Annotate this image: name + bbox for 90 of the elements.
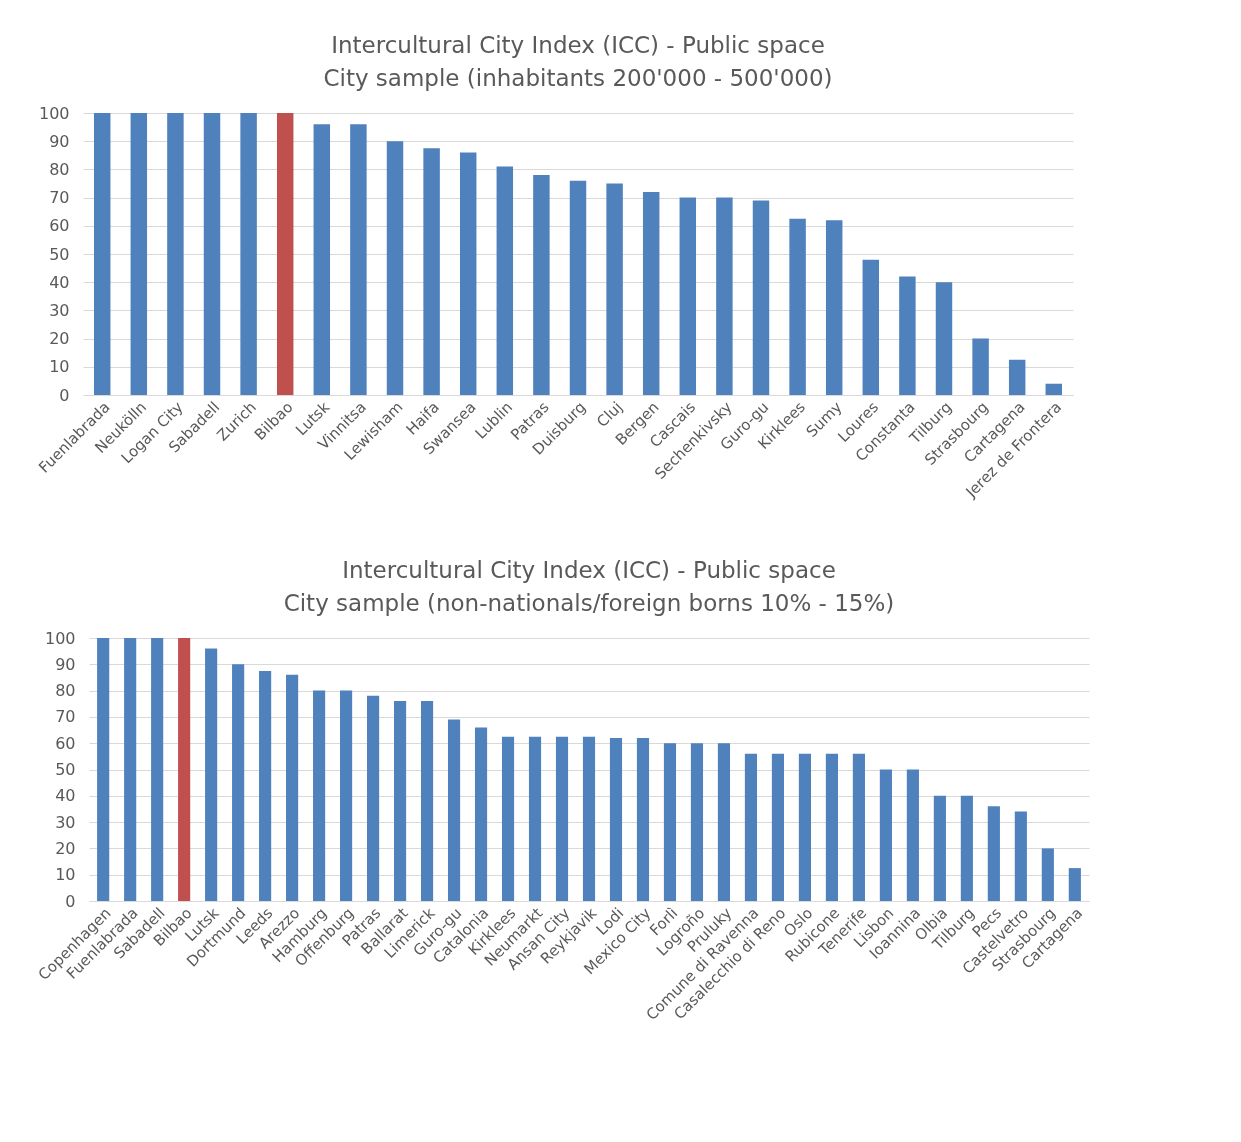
bar [124, 638, 137, 901]
bar [313, 690, 326, 901]
bar [350, 124, 367, 395]
bar [393, 701, 407, 901]
bar [609, 737, 623, 901]
bar [862, 259, 880, 395]
bar [420, 701, 434, 901]
y-tick-label: 60 [55, 733, 76, 753]
bar [972, 338, 989, 395]
y-tick-label: 80 [49, 159, 70, 179]
bar [636, 737, 650, 901]
bar [496, 166, 514, 395]
bar [716, 197, 733, 395]
y-tick-label: 80 [55, 681, 76, 701]
bar [167, 113, 184, 395]
bar [690, 743, 704, 901]
chart-title: Intercultural City Index (ICC) - Public space [342, 557, 836, 583]
bar [679, 197, 697, 395]
bar [130, 113, 148, 395]
bar [663, 743, 677, 901]
bar [1014, 811, 1027, 901]
bar [205, 648, 218, 901]
y-tick-label: 60 [49, 216, 70, 236]
bar [313, 124, 331, 395]
bar [93, 113, 111, 395]
bar [240, 113, 257, 395]
bar [642, 191, 660, 395]
bar [960, 795, 973, 901]
bar [789, 218, 806, 395]
bar [852, 753, 865, 901]
bar [906, 769, 919, 901]
bar [798, 753, 811, 901]
bar [555, 736, 569, 901]
bar [1041, 848, 1054, 901]
y-tick-label: 100 [44, 628, 76, 648]
bar [935, 282, 953, 395]
y-tick-label: 50 [49, 244, 70, 264]
bar [286, 674, 299, 901]
y-tick-label: 0 [59, 385, 70, 405]
bar [423, 148, 440, 395]
bar [879, 769, 892, 901]
bar [232, 664, 245, 901]
bar [717, 743, 731, 901]
y-tick-label: 20 [55, 838, 76, 858]
bar [501, 736, 515, 901]
bar [340, 690, 353, 901]
bar [151, 638, 164, 901]
bar [825, 753, 838, 901]
y-tick-label: 30 [49, 300, 70, 320]
y-tick-label: 50 [55, 760, 76, 779]
bar [533, 175, 550, 395]
bar [1008, 359, 1026, 395]
bar [178, 638, 191, 901]
y-tick-label: 10 [49, 357, 70, 377]
bar [825, 220, 843, 395]
y-tick-label: 90 [55, 654, 76, 674]
y-tick-label: 10 [55, 865, 76, 885]
y-tick-label: 100 [38, 103, 70, 123]
bar [1068, 868, 1081, 901]
y-tick-label: 90 [49, 131, 70, 151]
chart-subtitle: City sample (inhabitants 200'000 - 500'000) [323, 65, 833, 91]
chart-subtitle: City sample (non-nationals/foreign borns 10% - 15%) [283, 590, 895, 616]
chart-title: Intercultural City Index (ICC) - Public space [331, 32, 825, 58]
y-tick-label: 40 [55, 786, 76, 806]
bar [259, 670, 272, 901]
bar [386, 141, 404, 395]
bar [1045, 383, 1063, 395]
y-tick-label: 70 [49, 188, 70, 208]
bar [606, 183, 623, 395]
bar [528, 736, 542, 901]
bar [474, 727, 488, 901]
bar [987, 806, 1000, 901]
bar [367, 695, 380, 901]
bar [203, 113, 221, 395]
bar [752, 200, 770, 395]
bar [447, 719, 461, 901]
bar [569, 180, 587, 395]
y-tick-label: 20 [49, 329, 70, 349]
bar [771, 753, 785, 901]
bar [744, 753, 758, 901]
bar [582, 736, 596, 901]
bar [97, 638, 110, 901]
y-tick-label: 70 [55, 707, 76, 727]
y-tick-label: 40 [49, 272, 70, 292]
bar [933, 795, 946, 901]
bar [276, 113, 294, 395]
bar [899, 276, 916, 395]
y-tick-label: 30 [55, 812, 76, 832]
bar [459, 152, 477, 395]
y-tick-label: 0 [65, 891, 76, 911]
